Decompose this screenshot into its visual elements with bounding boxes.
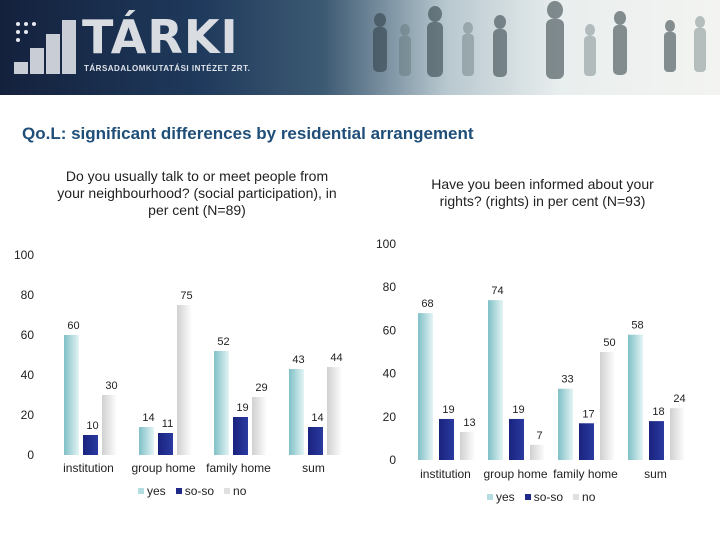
category-label: group home — [483, 467, 547, 481]
data-label: 50 — [603, 337, 615, 349]
legend-social: yes so-so no — [138, 484, 252, 498]
bar-yes — [628, 334, 643, 460]
data-label: 24 — [673, 393, 685, 405]
bar-yes — [558, 388, 573, 460]
bar-yes — [289, 369, 304, 455]
data-label: 19 — [512, 404, 524, 416]
y-tick-label: 20 — [383, 410, 397, 424]
legend-swatch — [487, 494, 493, 500]
data-label: 11 — [162, 418, 173, 430]
data-label: 7 — [536, 430, 542, 442]
stairs-logo-icon — [14, 20, 76, 74]
header-banner: TÁRKI TÁRSADALOMKUTATÁSI INTÉZET ZRT. — [0, 0, 720, 95]
category-label: group home — [131, 461, 195, 475]
bar-yes — [139, 427, 154, 455]
data-label: 18 — [652, 406, 664, 418]
data-label: 44 — [330, 352, 342, 364]
data-label: 33 — [561, 374, 573, 386]
y-tick-label: 100 — [376, 237, 396, 251]
bar-so-so — [439, 418, 454, 460]
y-tick-label: 80 — [383, 280, 397, 294]
chart-title-social: Do you usually talk to or meet people fr… — [57, 168, 337, 218]
y-tick-label: 40 — [21, 368, 35, 382]
bar-so-so — [233, 417, 248, 455]
y-tick-label: 0 — [27, 448, 34, 462]
bar-yes — [64, 335, 79, 455]
bar-so-so — [308, 427, 323, 455]
y-tick-label: 0 — [389, 453, 396, 467]
data-label: 14 — [311, 412, 323, 424]
legend-item-so-so: so-so — [175, 484, 215, 498]
bar-no — [600, 352, 615, 460]
category-label: sum — [644, 467, 667, 481]
legend-rights: yes so-so no — [487, 490, 601, 504]
legend-item-yes: yes — [138, 484, 166, 498]
data-label: 75 — [180, 290, 192, 302]
bar-no — [670, 408, 685, 460]
bar-yes — [488, 300, 503, 460]
bar-yes — [418, 313, 433, 460]
legend-label: yes — [147, 484, 166, 498]
category-label: institution — [420, 467, 471, 481]
bar-no — [327, 367, 342, 455]
bar-no — [460, 431, 475, 460]
data-label: 19 — [442, 404, 454, 416]
data-label: 43 — [292, 354, 304, 366]
data-label: 13 — [463, 417, 475, 429]
legend-swatch — [573, 494, 580, 500]
legend-label: yes — [496, 490, 515, 504]
bar-no — [177, 305, 192, 455]
bar-no — [102, 395, 117, 455]
y-tick-label: 20 — [21, 408, 35, 422]
legend-label: so-so — [533, 490, 564, 504]
data-label: 60 — [67, 320, 79, 332]
category-label: sum — [302, 461, 325, 475]
crowd-photo — [373, 1, 706, 79]
data-label: 10 — [86, 420, 98, 432]
legend-label: so-so — [184, 484, 215, 498]
bar-no — [530, 444, 545, 460]
y-tick-label: 60 — [21, 328, 35, 342]
category-label: family home — [553, 467, 618, 481]
data-label: 68 — [421, 298, 433, 310]
legend-label: no — [582, 490, 596, 504]
bar-yes — [214, 351, 229, 455]
legend-swatch — [224, 488, 231, 494]
category-label: family home — [206, 461, 271, 475]
y-tick-label: 100 — [14, 248, 34, 262]
data-label: 30 — [105, 380, 117, 392]
brand-name: TÁRKI — [82, 10, 239, 64]
bar-so-so — [579, 423, 594, 460]
data-label: 29 — [255, 382, 267, 394]
legend-item-yes: yes — [487, 490, 515, 504]
data-label: 58 — [631, 320, 643, 332]
bar-so-so — [83, 435, 98, 455]
data-label: 17 — [582, 408, 594, 420]
data-label: 74 — [491, 285, 503, 297]
bar-so-so — [158, 433, 173, 455]
data-label: 19 — [236, 402, 248, 414]
bar-no — [252, 397, 267, 455]
legend-item-no: no — [573, 490, 595, 504]
legend-item-so-so: so-so — [524, 490, 564, 504]
y-tick-label: 40 — [383, 367, 397, 381]
legend-swatch — [175, 488, 182, 494]
data-label: 14 — [142, 412, 154, 424]
legend-label: no — [233, 484, 247, 498]
bar-so-so — [649, 421, 664, 460]
page-title: Qo.L: significant differences by residen… — [22, 124, 474, 143]
y-tick-label: 80 — [21, 288, 35, 302]
y-tick-label: 60 — [383, 323, 397, 337]
legend-swatch — [138, 488, 144, 494]
bar-so-so — [509, 418, 524, 460]
brand-tagline: TÁRSADALOMKUTATÁSI INTÉZET ZRT. — [84, 64, 251, 73]
legend-swatch — [524, 494, 531, 500]
chart-title-rights: Have you been informed about your rights… — [431, 176, 654, 209]
legend-item-no: no — [224, 484, 246, 498]
category-label: institution — [63, 461, 114, 475]
data-label: 52 — [217, 336, 229, 348]
